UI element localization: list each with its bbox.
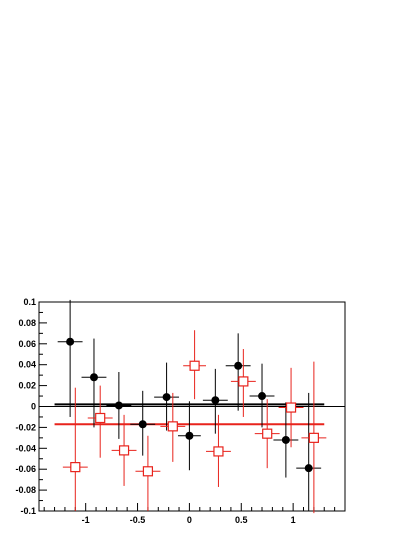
x-tick-label: -1 [82,515,90,525]
data-point [70,462,81,473]
y-tick-label: -0.04 [15,443,36,453]
y-axis: 0.1 0.08 0.06 0.04 0.02 0 -0.02 -0.04 -0.06 -0.08… [15,297,47,516]
data-point [285,402,297,413]
x-tick-label: 0 [187,515,192,525]
data-point [234,361,243,370]
data-series [57,299,327,514]
data-point [89,373,98,382]
x-tick-label: -0.5 [130,515,146,525]
data-point [238,376,249,387]
y-tick-label: -0.1 [20,506,36,516]
data-point [185,431,194,440]
data-point [262,428,273,439]
y-tick-label: 0.06 [18,339,36,349]
data-point [142,466,154,477]
data-point [281,435,290,444]
x-axis: -1 -0.5 0 0.5 1 [43,503,336,525]
data-point [211,396,220,405]
data-point [118,445,130,456]
data-point [114,401,123,410]
y-tick-label: 0 [31,402,36,412]
series-1 [57,299,322,511]
data-point [167,421,178,432]
series-2 [62,330,327,514]
x-tick-label: 0.5 [235,515,248,525]
data-point [304,464,313,473]
data-point [138,420,147,429]
y-tick-label: -0.02 [15,422,36,432]
data-point [213,446,224,457]
y-tick-label: 0.08 [18,318,36,328]
y-tick-label: -0.08 [15,485,36,495]
y-tick-label: 0.1 [23,297,36,307]
y-tick-label: 0.02 [18,381,36,391]
x-tick-label: 1 [291,515,296,525]
data-point [95,412,106,424]
data-point [162,393,171,402]
y-tick-label: 0.04 [18,360,36,370]
data-point [66,337,75,346]
data-point [308,432,319,443]
y-tick-label: -0.06 [15,464,36,474]
data-point [189,360,200,371]
data-point [258,392,267,401]
